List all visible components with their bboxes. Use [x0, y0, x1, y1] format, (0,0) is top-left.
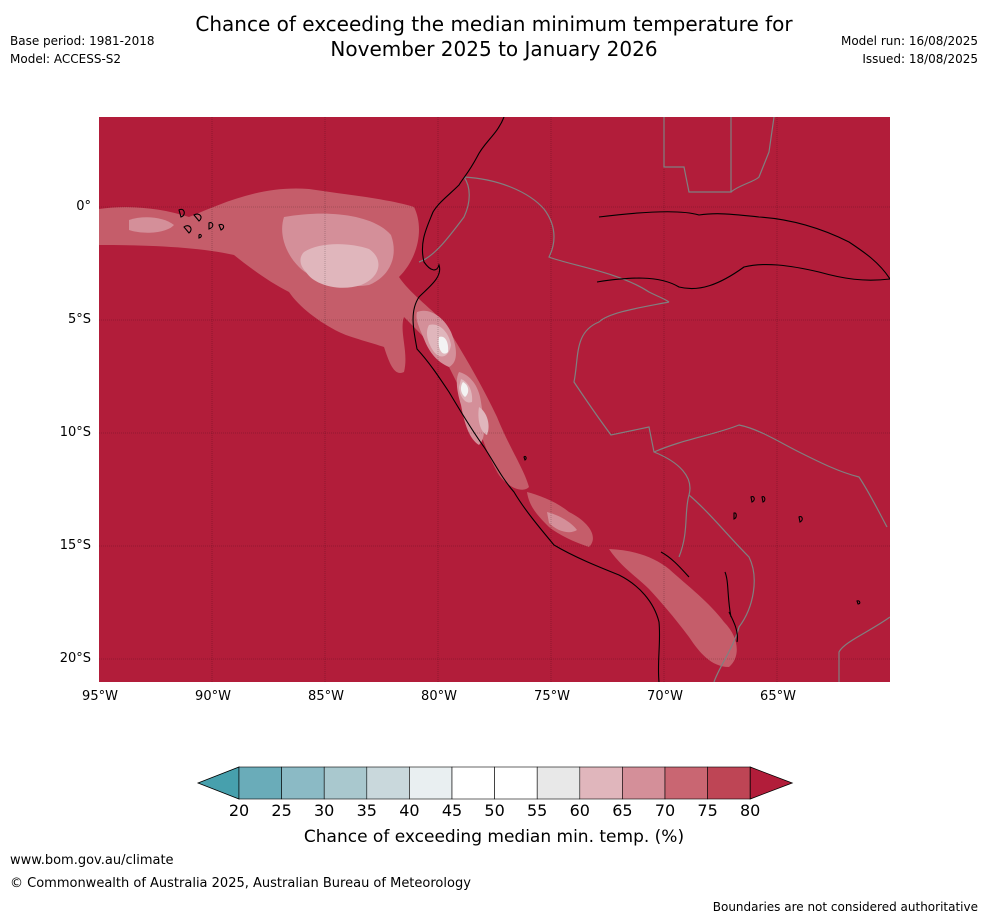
colorbar: [196, 766, 794, 800]
contour-60-65-central-peru-b: [478, 407, 489, 435]
lon-label-80w: 80°W: [421, 689, 457, 704]
lon-label-75w: 75°W: [534, 689, 570, 704]
lon-label-90w: 90°W: [195, 689, 231, 704]
graticule: [99, 117, 890, 682]
colorbar-tick-20: 20: [228, 801, 250, 820]
colorbar-tick-70: 70: [654, 801, 676, 820]
lat-label-15s: 15°S: [59, 538, 91, 553]
forecast-map: [99, 117, 890, 682]
map-title: Chance of exceeding the median minimum t…: [0, 12, 988, 62]
colorbar-tick-30: 30: [314, 801, 335, 820]
colorbar-cell-55_60: [536, 766, 581, 800]
spot-55-60-b: [460, 382, 469, 397]
colorbar-cell-45_50: [451, 766, 495, 800]
lat-label-0: 0°: [76, 199, 91, 214]
footer-url: www.bom.gov.au/climate: [10, 853, 174, 868]
colorbar-cell-70_75: [664, 766, 708, 800]
colorbar-tick-65: 65: [612, 801, 633, 820]
colorbar-cell-30_35: [323, 766, 368, 800]
title-line-1: Chance of exceeding the median minimum t…: [195, 12, 793, 36]
title-line-2: November 2025 to January 2026: [330, 37, 658, 61]
colorbar-title: Chance of exceeding median min. temp. (%…: [303, 827, 685, 847]
contour-70-75-altiplano: [609, 549, 737, 667]
footer-note: Boundaries are not considered authoritat…: [712, 900, 978, 914]
colorbar-tick-45: 45: [441, 801, 463, 820]
colorbar-tick-35: 35: [356, 801, 377, 820]
lon-label-65w: 65°W: [760, 689, 796, 704]
colorbar-tick-55: 55: [527, 801, 548, 820]
colorbar-cell-75_80: [707, 766, 751, 800]
lon-label-70w: 70°W: [647, 689, 683, 704]
colorbar-cell-60_65: [579, 766, 623, 800]
base-period: Base period: 1981-2018: [10, 34, 155, 48]
spot-55-60-a: [438, 336, 449, 354]
issued-date: Issued: 18/08/2025: [862, 52, 978, 66]
contour-55-60: [438, 336, 469, 397]
lon-label-85w: 85°W: [308, 689, 344, 704]
colorbar-cell-35_40: [366, 766, 410, 800]
model-name: Model: ACCESS-S2: [10, 52, 122, 66]
colorbar-tick-25: 25: [271, 801, 292, 820]
colorbar-cell-25_30: [281, 766, 325, 800]
lon-label-95w: 95°W: [82, 689, 118, 704]
contour-65-70-galapagos: [129, 217, 174, 233]
meta-left: Base period: 1981-2018 Model: ACCESS-S2: [10, 32, 155, 68]
lat-label-20s: 20°S: [59, 651, 91, 666]
colorbar-tick-75: 75: [697, 801, 718, 820]
colorbar-cells: [196, 766, 794, 800]
footer-copyright: © Commonwealth of Australia 2025, Austra…: [10, 876, 471, 891]
colorbar-tick-40: 40: [399, 801, 420, 820]
coastlines: [178, 117, 890, 682]
colorbar-tick-80: 80: [740, 801, 761, 820]
model-run: Model run: 16/08/2025: [840, 34, 978, 48]
country-borders: [418, 117, 890, 682]
colorbar-cell-40_45: [409, 766, 453, 800]
lat-label-5s: 5°S: [67, 312, 91, 327]
colorbar-tick-50: 50: [484, 801, 505, 820]
map-background: [99, 117, 890, 682]
colorbar-cell-50_55: [494, 766, 538, 800]
colorbar-cell-65_70: [622, 766, 666, 800]
colorbar-cell-20_25: [238, 766, 282, 800]
meta-right: Model run: 16/08/2025 Issued: 18/08/2025: [841, 32, 978, 68]
contour-60-65-offshore: [300, 244, 379, 288]
colorbar-tick-60: 60: [569, 801, 590, 820]
colorbar-arrow-below: [196, 766, 240, 800]
contour-65-70-south-coast: [547, 512, 577, 533]
colorbar-arrow-above: [749, 766, 794, 800]
lat-label-10s: 10°S: [59, 425, 91, 440]
